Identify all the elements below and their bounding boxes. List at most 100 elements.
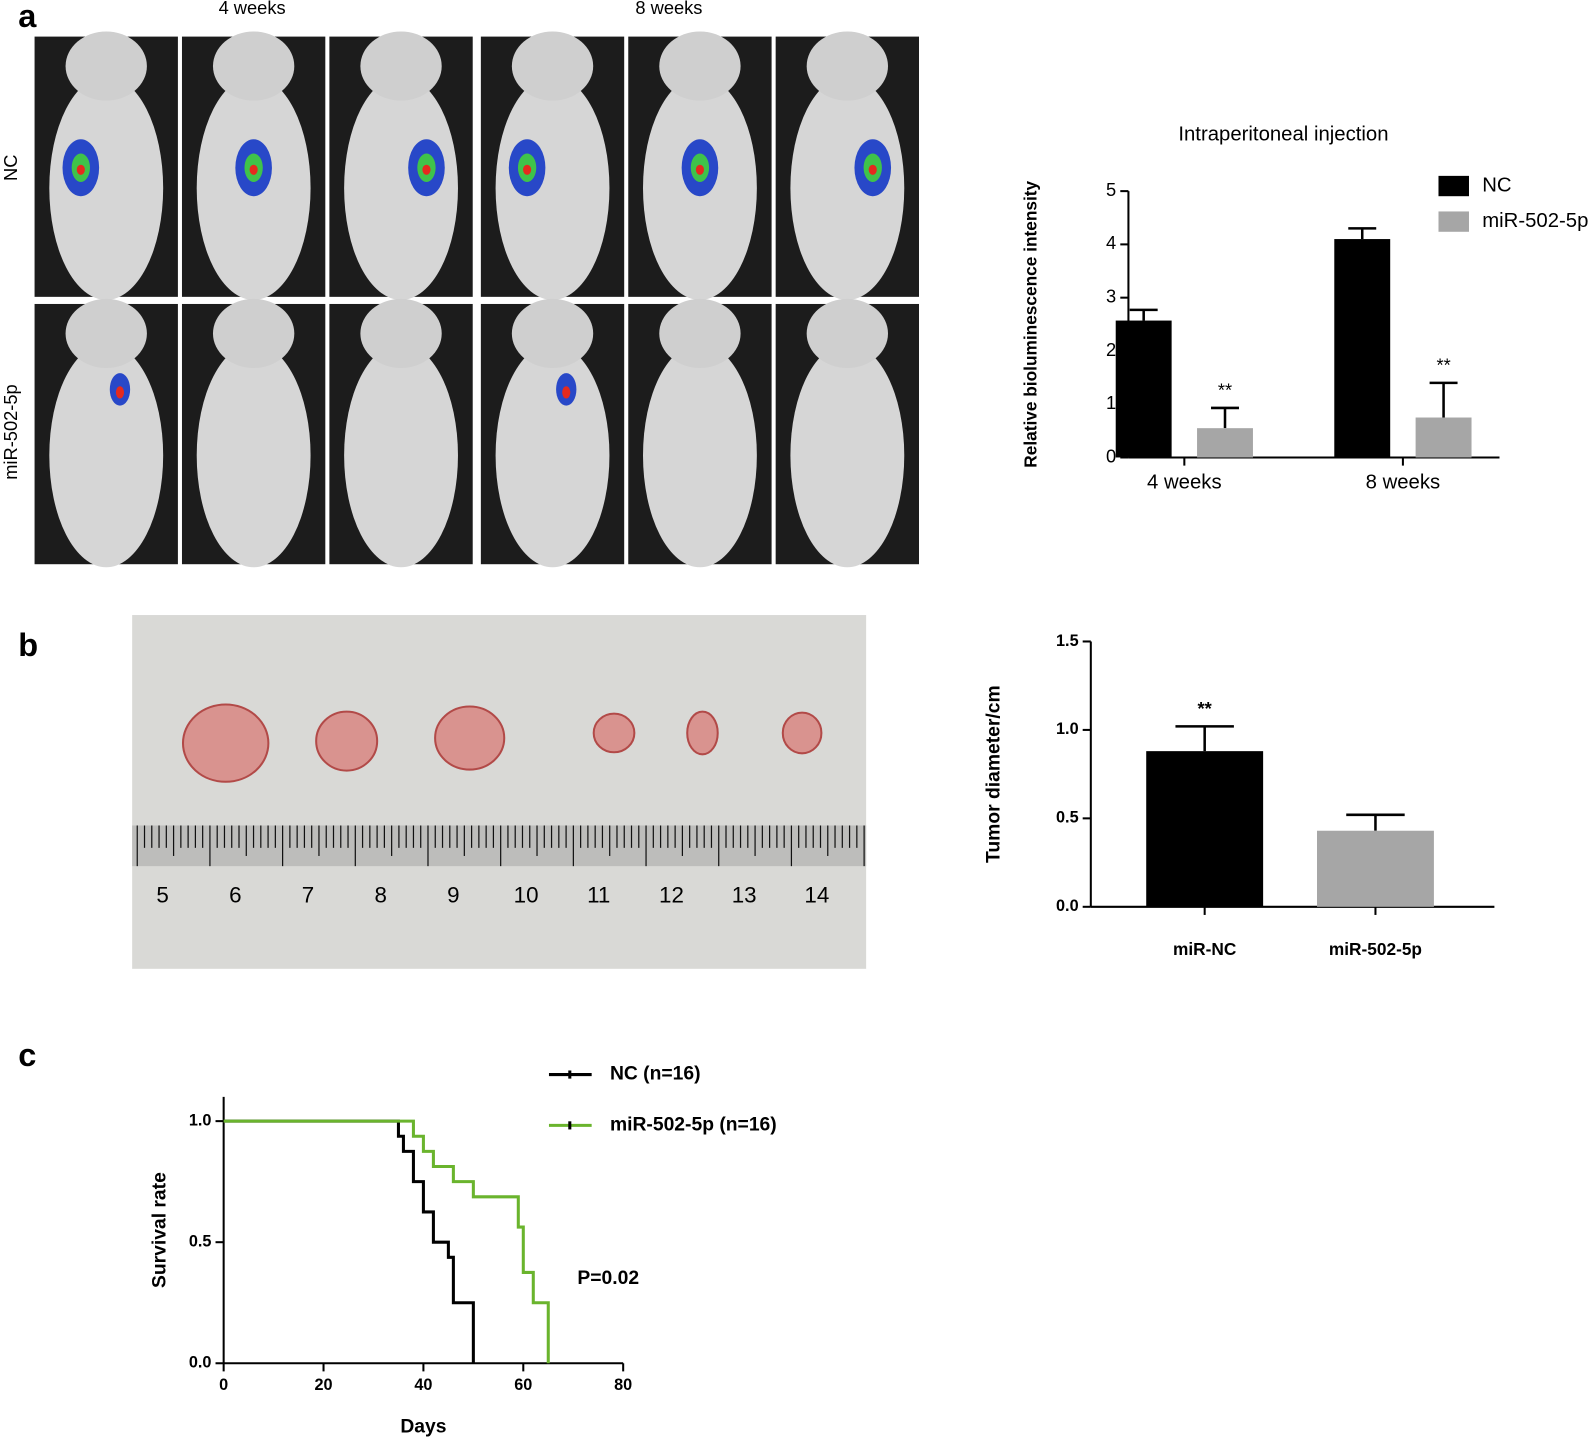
y-tick-label: 5 bbox=[1106, 179, 1116, 200]
x-tick-label: 80 bbox=[614, 1376, 632, 1394]
mouse-head bbox=[360, 31, 442, 101]
x-axis-label: Days bbox=[400, 1416, 446, 1437]
x-tick-label: 0 bbox=[219, 1376, 228, 1394]
mouse-head bbox=[511, 31, 594, 101]
legend-marker bbox=[568, 1121, 572, 1130]
tumor bbox=[781, 711, 823, 755]
mouse-head bbox=[806, 31, 889, 101]
bar bbox=[1317, 830, 1434, 907]
bar bbox=[1334, 239, 1391, 458]
signal bbox=[422, 164, 431, 175]
signal bbox=[249, 164, 258, 175]
bar bbox=[1415, 417, 1472, 458]
panel-label: c bbox=[18, 1037, 36, 1073]
mouse-body bbox=[344, 76, 458, 300]
x-tick-label: 60 bbox=[514, 1376, 532, 1394]
legend-swatch bbox=[1438, 211, 1469, 232]
y-tick-label: 0.0 bbox=[1056, 897, 1079, 915]
mouse-body bbox=[495, 343, 610, 568]
significance: ** bbox=[1436, 354, 1450, 375]
survival-line bbox=[223, 1119, 475, 1364]
signal bbox=[76, 164, 85, 175]
tumor bbox=[686, 710, 719, 756]
tumor bbox=[315, 710, 379, 772]
mouse-head bbox=[511, 298, 594, 369]
legend-label: NC (n=16) bbox=[610, 1064, 701, 1085]
ruler-label: 9 bbox=[447, 883, 459, 908]
ruler-label: 12 bbox=[659, 883, 684, 908]
signal bbox=[868, 164, 877, 175]
column-label: 8 weeks bbox=[635, 0, 702, 18]
panel-label: b bbox=[18, 627, 38, 663]
y-tick-label: 0.0 bbox=[189, 1354, 212, 1372]
mouse-body bbox=[49, 76, 164, 300]
mouse-head bbox=[212, 31, 295, 101]
mouse-body bbox=[642, 343, 757, 568]
y-tick-label: 1.5 bbox=[1056, 632, 1079, 650]
y-tick-label: 1.0 bbox=[189, 1111, 212, 1129]
bar bbox=[1197, 428, 1253, 458]
legend-swatch bbox=[1438, 175, 1469, 197]
signal bbox=[523, 164, 532, 175]
y-tick-label: 2 bbox=[1106, 339, 1116, 360]
tumor bbox=[434, 705, 506, 771]
row-label: NC bbox=[0, 155, 21, 181]
x-tick-label: 40 bbox=[414, 1376, 432, 1394]
ruler-label: 11 bbox=[587, 883, 610, 908]
y-tick-label: 0 bbox=[1106, 445, 1116, 466]
row-label: miR-502-5p bbox=[0, 384, 21, 480]
mouse-body bbox=[196, 343, 311, 568]
tumor bbox=[592, 712, 636, 754]
panel-label: a bbox=[18, 0, 37, 34]
ruler-label: 6 bbox=[229, 883, 241, 908]
chart-title: Intraperitoneal injection bbox=[1178, 124, 1388, 146]
mouse-body bbox=[790, 76, 905, 300]
y-tick-label: 4 bbox=[1106, 232, 1116, 253]
ruler-label: 14 bbox=[804, 883, 829, 908]
significance: ** bbox=[1218, 379, 1232, 400]
mouse-head bbox=[659, 31, 741, 101]
legend-label: miR-502-5p (n=16) bbox=[610, 1114, 777, 1135]
ruler-label: 8 bbox=[374, 883, 386, 908]
legend-marker bbox=[568, 1070, 572, 1079]
y-tick-label: 1 bbox=[1106, 392, 1116, 413]
ruler-label: 10 bbox=[514, 883, 539, 908]
mouse-body bbox=[344, 343, 458, 568]
y-tick-label: 0.5 bbox=[189, 1232, 212, 1250]
mouse-head bbox=[360, 298, 442, 369]
y-tick-label: 1.0 bbox=[1056, 720, 1079, 738]
p-value: P=0.02 bbox=[577, 1268, 639, 1289]
tumor bbox=[181, 703, 270, 783]
photo bbox=[132, 615, 867, 969]
column-label: 4 weeks bbox=[219, 0, 286, 18]
survival-line bbox=[223, 1119, 550, 1364]
ruler bbox=[132, 825, 867, 867]
x-tick-label: 20 bbox=[314, 1376, 332, 1394]
mouse-body bbox=[790, 343, 905, 568]
y-tick-label: 3 bbox=[1106, 285, 1116, 306]
ruler-label: 7 bbox=[302, 883, 314, 908]
bar bbox=[1115, 320, 1172, 458]
significance: ** bbox=[1198, 698, 1213, 719]
x-tick-label: miR-NC bbox=[1173, 939, 1236, 959]
y-axis-label: Tumor diameter/cm bbox=[983, 685, 1004, 863]
y-axis-label: Relative bioluminescence intensity bbox=[1020, 180, 1040, 467]
x-tick-label: 8 weeks bbox=[1366, 471, 1441, 493]
signal bbox=[695, 164, 704, 175]
mouse-head bbox=[65, 298, 147, 369]
mouse-head bbox=[65, 31, 147, 101]
legend-label: NC bbox=[1482, 174, 1511, 196]
mouse-head bbox=[212, 298, 295, 369]
y-tick-label: 0.5 bbox=[1056, 809, 1079, 827]
mouse-head bbox=[806, 298, 889, 369]
mouse-body bbox=[49, 343, 164, 568]
ruler-label: 13 bbox=[732, 883, 757, 908]
signal bbox=[115, 386, 125, 399]
signal bbox=[562, 386, 571, 399]
x-tick-label: miR-502-5p bbox=[1329, 939, 1422, 959]
mouse-head bbox=[659, 298, 741, 369]
ruler-label: 5 bbox=[156, 883, 168, 908]
legend-label: miR-502-5p bbox=[1482, 210, 1588, 232]
